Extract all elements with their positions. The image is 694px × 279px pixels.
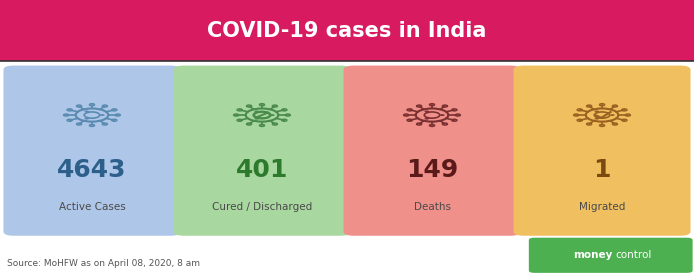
Text: money: money	[573, 250, 613, 260]
Text: Migrated: Migrated	[579, 202, 625, 212]
Text: Source: MoHFW as on April 08, 2020, 8 am: Source: MoHFW as on April 08, 2020, 8 am	[7, 259, 200, 268]
FancyBboxPatch shape	[0, 0, 694, 61]
Circle shape	[425, 110, 429, 112]
FancyBboxPatch shape	[3, 66, 180, 236]
Text: 1: 1	[593, 158, 611, 182]
Circle shape	[85, 118, 89, 120]
Text: 4643: 4643	[57, 158, 127, 182]
Circle shape	[270, 114, 275, 116]
FancyBboxPatch shape	[529, 238, 693, 273]
Text: 401: 401	[236, 158, 288, 182]
Text: COVID-19 cases in India: COVID-19 cases in India	[208, 21, 486, 41]
Circle shape	[595, 110, 599, 112]
Circle shape	[100, 114, 105, 116]
Text: Active Cases: Active Cases	[58, 202, 126, 212]
Circle shape	[595, 118, 599, 120]
FancyBboxPatch shape	[344, 66, 520, 236]
FancyBboxPatch shape	[174, 66, 350, 236]
Circle shape	[85, 110, 89, 112]
Text: control: control	[616, 250, 652, 260]
Circle shape	[440, 114, 445, 116]
Text: 149: 149	[406, 158, 458, 182]
Text: Deaths: Deaths	[414, 202, 450, 212]
FancyBboxPatch shape	[514, 66, 691, 236]
Circle shape	[425, 118, 429, 120]
Circle shape	[610, 114, 615, 116]
Circle shape	[255, 110, 259, 112]
Text: Cured / Discharged: Cured / Discharged	[212, 202, 312, 212]
Circle shape	[255, 118, 259, 120]
